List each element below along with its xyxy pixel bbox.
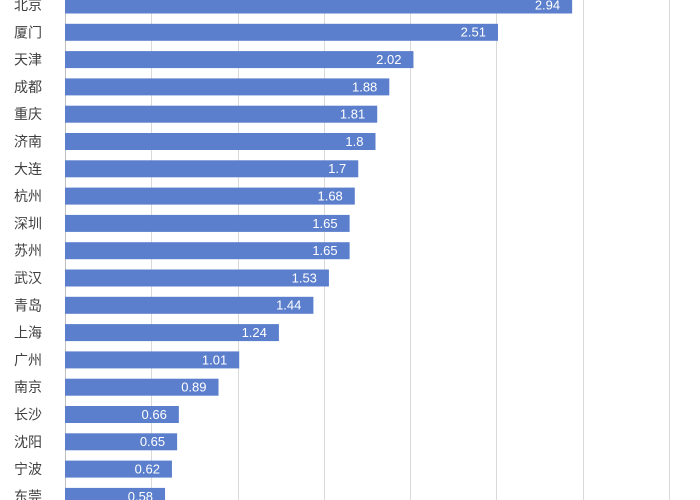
data-label: 0.89 [181, 380, 206, 395]
category-label: 东莞 [14, 489, 42, 500]
bars: 2.94 2.51 2.02 1.88 1.81 1.8 1.7 1.68 1.65 1.65 1.… [65, 0, 573, 500]
category-label: 大连 [14, 162, 42, 178]
bar [65, 378, 219, 396]
data-label: 0.65 [140, 434, 165, 449]
bar [65, 133, 376, 150]
bar [65, 242, 350, 260]
category-label: 济南 [14, 135, 42, 151]
category-label: 杭州 [14, 189, 42, 205]
category-label: 上海 [14, 326, 42, 342]
category-label: 南京 [14, 380, 42, 396]
data-label: 1.65 [312, 216, 337, 231]
data-label: 1.68 [317, 189, 342, 204]
bar [65, 351, 240, 369]
bar [65, 487, 166, 500]
category-label: 青岛 [14, 298, 42, 314]
data-label: 1.8 [345, 134, 363, 149]
data-label: 2.02 [376, 52, 401, 67]
data-label: 1.53 [292, 270, 317, 285]
bar [65, 105, 378, 123]
bar [65, 433, 178, 451]
data-label: 0.58 [128, 489, 153, 500]
category-label: 深圳 [14, 216, 42, 232]
category-label: 长沙 [14, 408, 42, 424]
bar [65, 0, 573, 14]
data-label: 1.81 [340, 107, 365, 122]
category-label: 苏州 [14, 244, 42, 260]
bar [65, 460, 172, 478]
bar [65, 406, 179, 423]
category-label: 厦门 [14, 25, 42, 41]
data-label: 1.24 [242, 325, 267, 340]
category-label: 成都 [14, 80, 42, 96]
bar [65, 78, 390, 96]
category-label: 广州 [14, 353, 42, 369]
data-label: 1.88 [352, 79, 377, 94]
data-label: 2.51 [461, 25, 486, 40]
bar [65, 324, 279, 342]
bar [65, 269, 329, 287]
bar [65, 51, 414, 69]
data-label: 1.65 [312, 243, 337, 258]
category-label: 重庆 [14, 107, 42, 123]
category-label: 沈阳 [14, 435, 42, 451]
bar [65, 296, 314, 314]
category-label: 北京 [14, 0, 42, 14]
data-label: 2.94 [535, 0, 560, 12]
data-label: 1.7 [328, 161, 346, 176]
data-label: 0.62 [135, 462, 160, 477]
category-label: 宁波 [14, 461, 42, 478]
data-label: 0.66 [142, 407, 167, 422]
bar [65, 187, 355, 205]
data-label: 1.44 [276, 298, 301, 313]
category-label: 武汉 [14, 271, 42, 287]
data-label: 1.01 [202, 352, 227, 367]
bar [65, 214, 350, 232]
bar [65, 23, 498, 41]
category-label: 天津 [14, 53, 42, 69]
bar [65, 160, 359, 178]
